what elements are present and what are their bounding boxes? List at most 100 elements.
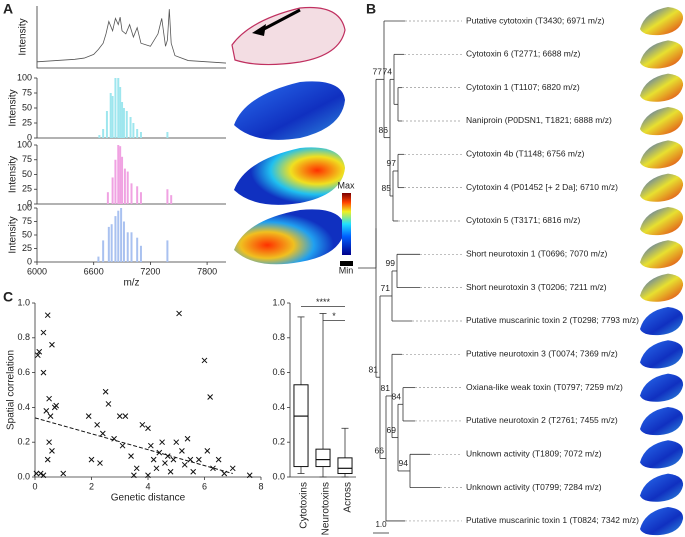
tissue-thumbnail — [640, 7, 684, 36]
point — [195, 456, 202, 463]
x-tick-label: 6600 — [84, 266, 104, 276]
peak — [117, 145, 120, 204]
point — [99, 430, 106, 437]
y-tick-label: 75 — [22, 87, 32, 97]
x-tick-label: 6000 — [27, 266, 47, 276]
support-value: 77 — [373, 67, 383, 77]
colorbar — [342, 193, 351, 255]
point — [111, 435, 117, 442]
arrow — [261, 8, 301, 32]
point — [44, 456, 51, 463]
y-tick-label: 0.8 — [17, 332, 30, 342]
point — [210, 465, 216, 472]
point — [34, 352, 41, 359]
point — [36, 348, 43, 355]
peak — [126, 232, 129, 262]
point — [159, 439, 165, 446]
y-tick-label: 0.6 — [272, 367, 285, 377]
point — [122, 413, 129, 419]
y-tick-label: 25 — [22, 243, 32, 253]
y-tick-label: 75 — [22, 154, 32, 164]
axis — [34, 303, 261, 478]
point — [105, 401, 112, 407]
point — [153, 465, 160, 472]
leaf-label: Short neurotoxin 1 (T0696; 7070 m/z) — [466, 249, 607, 259]
x-tick-label: 8 — [258, 481, 263, 491]
tissue-heatmap — [234, 209, 345, 265]
spectrum — [36, 9, 227, 64]
point — [147, 442, 154, 449]
peak — [110, 224, 113, 262]
support-value: 81 — [369, 364, 379, 374]
panel-label: A — [3, 1, 13, 17]
point — [164, 453, 171, 459]
tissue-thumbnail — [640, 473, 684, 502]
point — [133, 465, 140, 472]
point — [46, 439, 52, 446]
point — [176, 310, 182, 317]
tissue-optical — [231, 6, 346, 66]
point — [181, 461, 188, 468]
y-tick-label: 0 — [27, 256, 32, 266]
x-axis-label: m/z — [123, 278, 139, 289]
point — [44, 312, 51, 319]
y-tick-label: 0.0 — [272, 471, 285, 481]
peak — [117, 210, 120, 262]
point — [94, 421, 101, 428]
category-label: Across — [343, 482, 354, 513]
peak — [102, 240, 105, 262]
peak — [166, 189, 169, 204]
peak — [98, 135, 101, 138]
point — [170, 456, 177, 463]
peak — [122, 108, 125, 138]
y-tick-label: 0 — [27, 132, 32, 142]
point — [179, 448, 185, 454]
peak — [125, 111, 128, 138]
peak — [114, 159, 117, 204]
y-axis-label: Intensity — [8, 156, 19, 193]
peak — [117, 78, 120, 138]
y-tick-label: 0.0 — [17, 471, 30, 481]
y-tick-label: 50 — [22, 229, 32, 239]
panel-label: C — [3, 289, 13, 305]
leaf-label: Unknown activity (T1809; 7072 m/z) — [466, 449, 602, 459]
peak — [111, 177, 114, 204]
significance: * — [332, 311, 336, 321]
support-value: 99 — [386, 258, 396, 268]
leaf-label: Cytotoxin 4 (P01452 [+ 2 Da]; 6710 m/z) — [466, 182, 618, 192]
tissue-images — [231, 6, 353, 266]
tissue-thumbnail — [640, 73, 684, 102]
panel-label: B — [366, 1, 376, 17]
tissue-thumbnail — [640, 406, 684, 436]
support-value: 97 — [387, 158, 397, 168]
y-tick-label: 50 — [22, 169, 32, 179]
tissue-thumbnail — [640, 206, 684, 236]
leaf-label: Short neurotoxin 3 (T0206; 7211 m/z) — [466, 282, 607, 292]
trend-line — [34, 417, 233, 475]
support-value: 84 — [392, 392, 402, 402]
point — [145, 425, 151, 432]
box — [337, 457, 353, 475]
peak — [139, 245, 142, 262]
tissue-thumbnail — [640, 506, 684, 536]
peak — [119, 146, 122, 204]
x-tick-label: 0 — [32, 481, 37, 491]
point — [229, 465, 236, 472]
peak — [114, 78, 117, 138]
y-tick-label: 25 — [22, 184, 32, 194]
support-value: 71 — [381, 283, 391, 293]
y-tick-label: 0.4 — [272, 402, 285, 412]
point — [33, 470, 40, 477]
leaf-label: Putative muscarinic toxin 1 (T0824; 7342… — [466, 515, 639, 525]
tissue-thumbnail — [640, 273, 684, 302]
peak — [107, 226, 110, 262]
peak — [136, 129, 139, 138]
y-tick-label: 1.0 — [272, 297, 285, 307]
point — [162, 460, 168, 466]
point — [88, 456, 95, 463]
point — [97, 460, 103, 466]
y-tick-label: 0 — [27, 198, 32, 208]
peak — [114, 216, 117, 262]
point — [43, 408, 50, 414]
significance: **** — [316, 297, 331, 307]
